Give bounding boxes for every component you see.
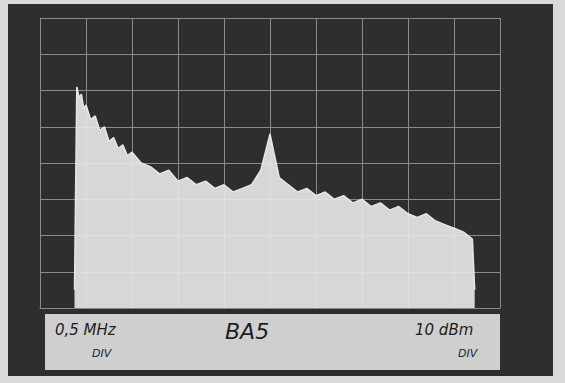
- svg-text:BA5: BA5: [225, 319, 269, 344]
- svg-text:10 dBm: 10 dBm: [415, 321, 473, 339]
- svg-text:0,5 MHz: 0,5 MHz: [55, 321, 117, 339]
- svg-text:DIV: DIV: [92, 347, 113, 360]
- svg-text:DIV: DIV: [458, 347, 479, 360]
